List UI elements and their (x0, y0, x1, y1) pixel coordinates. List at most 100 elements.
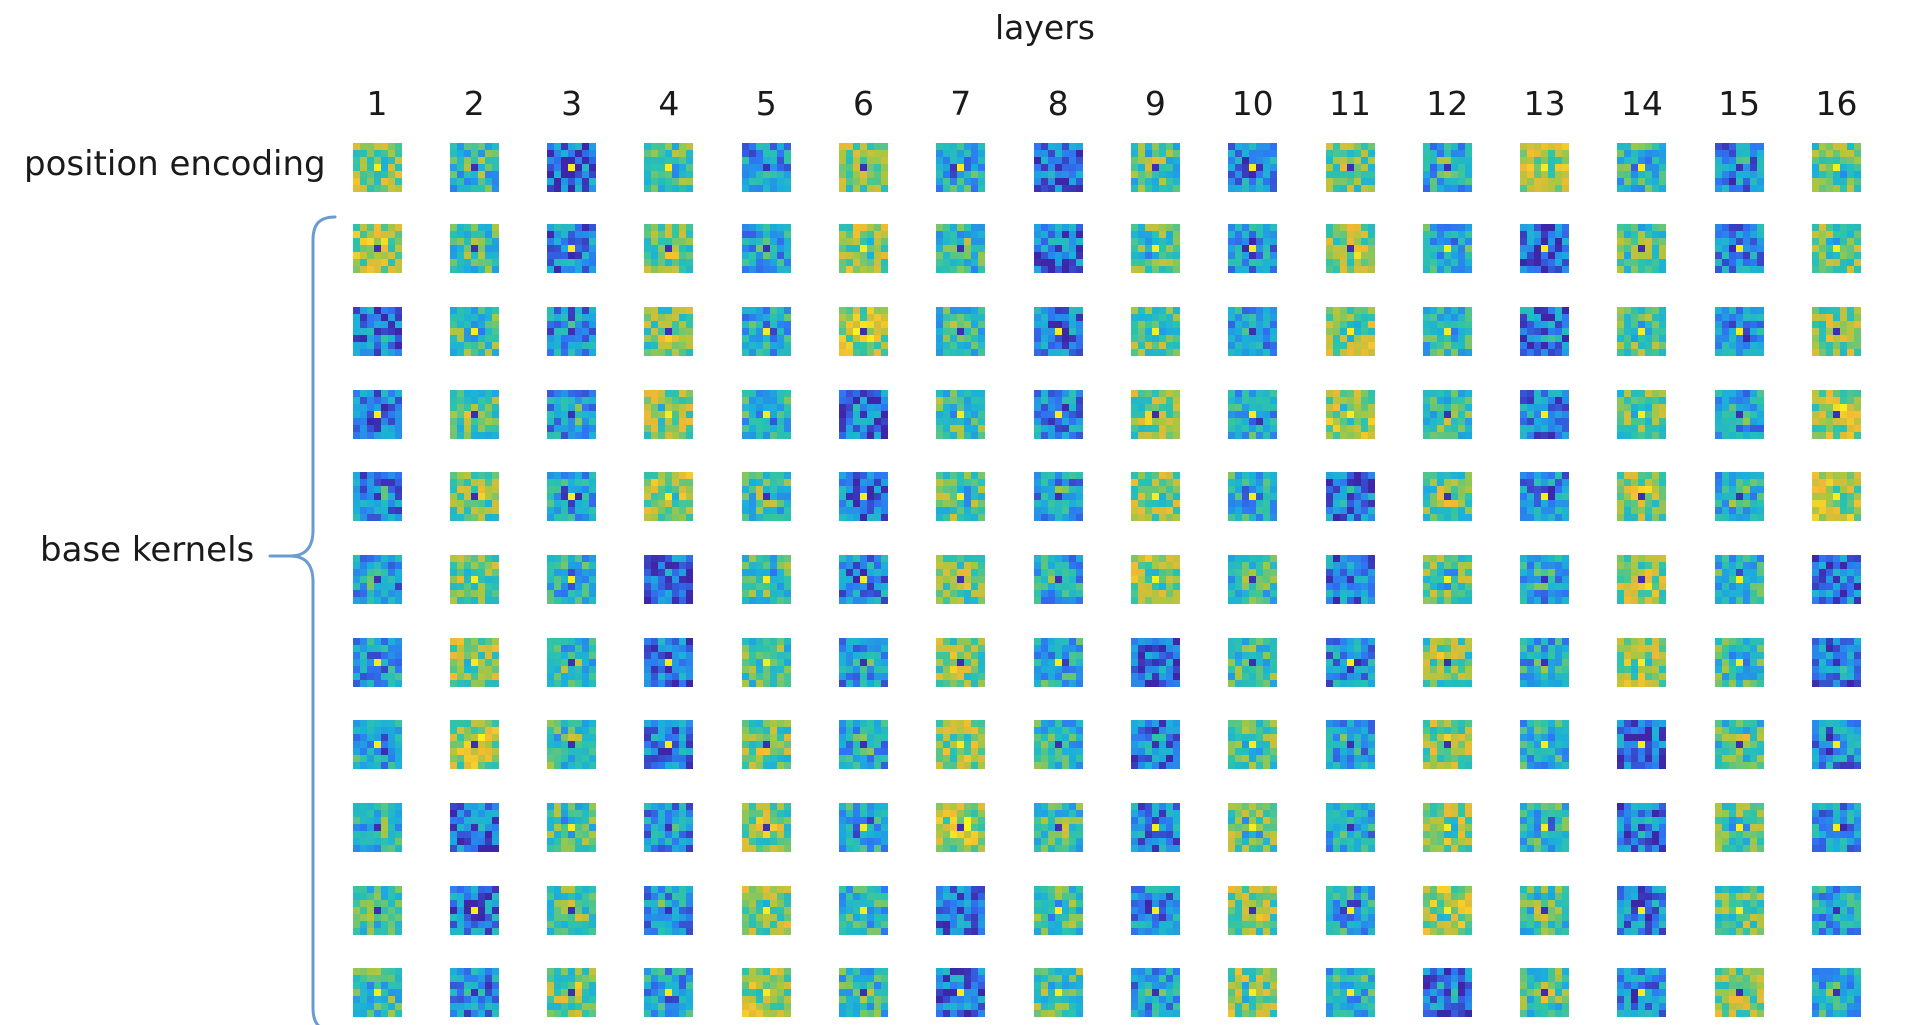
layer-label-14: 14 (1620, 84, 1663, 123)
base-kernel-9-layer-11 (1325, 886, 1375, 935)
layer-label-16: 16 (1815, 84, 1858, 123)
base-kernel-4-layer-15 (1714, 472, 1764, 521)
layer-label-5: 5 (755, 84, 777, 123)
position-encoding-kernel-layer-7 (936, 143, 986, 192)
position-encoding-kernel-layer-15 (1714, 143, 1764, 192)
base-kernel-8-layer-6 (839, 803, 888, 852)
base-kernel-5-layer-1 (352, 555, 402, 604)
base-kernel-3-layer-3 (547, 390, 597, 439)
position-encoding-kernel-layer-12 (1422, 143, 1472, 192)
base-kernel-7-layer-1 (352, 720, 402, 769)
base-kernel-3-layer-4 (644, 390, 694, 439)
base-kernel-10-layer-7 (936, 968, 986, 1017)
base-kernel-2-layer-1 (352, 307, 402, 356)
base-kernel-1-layer-2 (449, 224, 499, 273)
base-kernel-4-layer-5 (741, 472, 791, 521)
base-kernel-3-layer-12 (1422, 390, 1472, 439)
base-kernel-8-layer-11 (1325, 803, 1375, 852)
base-kernel-2-layer-8 (1033, 307, 1083, 356)
base-kernel-9-layer-5 (741, 886, 791, 935)
base-kernel-2-layer-5 (741, 307, 791, 356)
position-encoding-kernel-layer-14 (1617, 143, 1667, 192)
base-kernel-4-layer-6 (839, 472, 888, 521)
base-kernel-5-layer-4 (644, 555, 694, 604)
base-kernel-7-layer-6 (839, 720, 888, 769)
base-kernel-7-layer-13 (1520, 720, 1570, 769)
base-kernel-9-layer-3 (547, 886, 597, 935)
base-kernel-3-layer-1 (352, 390, 402, 439)
layer-label-6: 6 (853, 84, 874, 123)
base-kernel-1-layer-14 (1617, 224, 1667, 273)
base-kernel-7-layer-3 (547, 720, 597, 769)
base-kernel-10-layer-6 (839, 968, 888, 1017)
position-encoding-kernel-layer-3 (547, 143, 597, 192)
base-kernel-10-layer-3 (547, 968, 597, 1017)
base-kernel-7-layer-12 (1422, 720, 1472, 769)
base-kernel-4-layer-9 (1130, 472, 1180, 521)
position-encoding-kernel-layer-6 (839, 143, 888, 192)
base-kernel-10-layer-10 (1228, 968, 1278, 1017)
base-kernel-10-layer-4 (644, 968, 694, 1017)
base-kernel-1-layer-3 (547, 224, 597, 273)
base-kernel-6-layer-12 (1422, 638, 1472, 687)
base-kernel-6-layer-2 (449, 638, 499, 687)
base-kernel-1-layer-12 (1422, 224, 1472, 273)
base-kernel-6-layer-15 (1714, 638, 1764, 687)
base-kernel-5-layer-12 (1422, 555, 1472, 604)
base-kernel-8-layer-16 (1812, 803, 1861, 852)
base-kernel-5-layer-16 (1812, 555, 1861, 604)
base-kernel-10-layer-14 (1617, 968, 1667, 1017)
layers-title: layers (995, 8, 1095, 47)
layer-label-13: 13 (1523, 84, 1566, 123)
base-kernel-7-layer-5 (741, 720, 791, 769)
base-kernel-4-layer-7 (936, 472, 986, 521)
layer-label-4: 4 (658, 84, 680, 123)
position-encoding-kernel-layer-9 (1130, 143, 1180, 192)
base-kernel-1-layer-9 (1130, 224, 1180, 273)
base-kernel-6-layer-14 (1617, 638, 1667, 687)
base-kernel-7-layer-8 (1033, 720, 1083, 769)
base-kernel-5-layer-9 (1130, 555, 1180, 604)
base-kernel-3-layer-10 (1228, 390, 1278, 439)
base-kernel-5-layer-7 (936, 555, 986, 604)
base-kernel-10-layer-9 (1130, 968, 1180, 1017)
base-kernel-2-layer-13 (1520, 307, 1570, 356)
base-kernel-5-layer-15 (1714, 555, 1764, 604)
base-kernel-1-layer-6 (839, 224, 888, 273)
base-kernel-5-layer-8 (1033, 555, 1083, 604)
base-kernel-6-layer-1 (352, 638, 402, 687)
base-kernel-1-layer-8 (1033, 224, 1083, 273)
base-kernel-2-layer-6 (839, 307, 888, 356)
base-kernel-7-layer-10 (1228, 720, 1278, 769)
base-kernel-2-layer-12 (1422, 307, 1472, 356)
base-kernel-7-layer-7 (936, 720, 986, 769)
base-kernel-7-layer-9 (1130, 720, 1180, 769)
base-kernel-8-layer-13 (1520, 803, 1570, 852)
base-kernel-3-layer-9 (1130, 390, 1180, 439)
base-kernel-9-layer-8 (1033, 886, 1083, 935)
base-kernel-3-layer-16 (1812, 390, 1861, 439)
base-kernel-5-layer-2 (449, 555, 499, 604)
base-kernel-7-layer-4 (644, 720, 694, 769)
base-kernel-9-layer-2 (449, 886, 499, 935)
layer-label-12: 12 (1426, 84, 1469, 123)
base-kernel-4-layer-16 (1812, 472, 1861, 521)
base-kernel-10-layer-8 (1033, 968, 1083, 1017)
position-encoding-kernel-layer-11 (1325, 143, 1375, 192)
base-kernel-3-layer-15 (1714, 390, 1764, 439)
base-kernel-8-layer-4 (644, 803, 694, 852)
base-kernel-9-layer-7 (936, 886, 986, 935)
base-kernel-1-layer-11 (1325, 224, 1375, 273)
base-kernel-9-layer-16 (1812, 886, 1861, 935)
base-kernel-6-layer-4 (644, 638, 694, 687)
base-kernel-8-layer-3 (547, 803, 597, 852)
base-kernel-3-layer-13 (1520, 390, 1570, 439)
base-kernel-9-layer-9 (1130, 886, 1180, 935)
base-kernel-2-layer-15 (1714, 307, 1764, 356)
layer-label-11: 11 (1329, 84, 1371, 123)
base-kernel-8-layer-8 (1033, 803, 1083, 852)
base-kernel-8-layer-5 (741, 803, 791, 852)
base-kernel-3-layer-11 (1325, 390, 1375, 439)
base-kernel-9-layer-4 (644, 886, 694, 935)
base-kernel-6-layer-5 (741, 638, 791, 687)
